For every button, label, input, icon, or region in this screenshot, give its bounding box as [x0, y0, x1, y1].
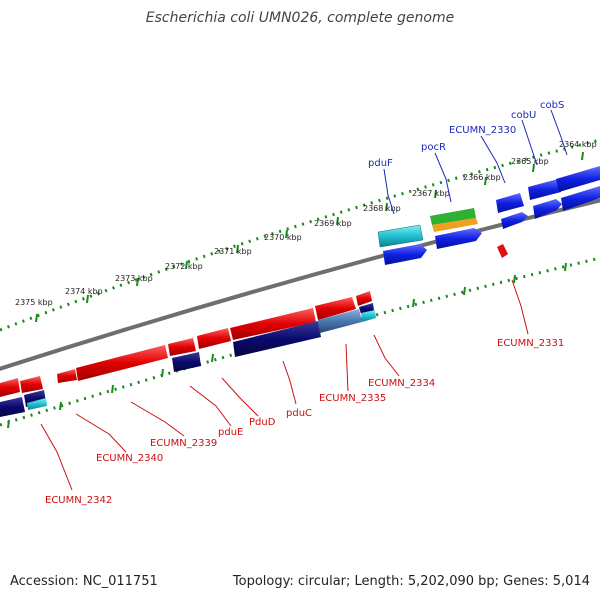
pduD-cds	[168, 338, 196, 356]
pduF-cds	[383, 244, 427, 265]
gene-label-pocR: pocR	[421, 142, 446, 153]
scale-label: 2370 kbp	[264, 233, 302, 242]
accession-text: Accession: NC_011751	[10, 574, 158, 589]
gene-label-cobU: cobU	[511, 110, 536, 121]
pduE-cds	[76, 345, 168, 381]
gene-label-pduC: pduC	[286, 408, 312, 419]
gene-label-ECUMN_2335: ECUMN_2335	[319, 393, 386, 404]
cyan-feature	[27, 398, 47, 410]
pocR-feature-green	[430, 208, 476, 225]
gene-label-ECUMN_2331: ECUMN_2331	[497, 338, 564, 349]
pduC-cds	[197, 328, 231, 349]
upper-scale-major-ticks	[35, 151, 584, 323]
dark-feature	[0, 397, 25, 417]
scale-label: 2365 kbp	[511, 157, 549, 166]
forward-features	[377, 166, 600, 265]
cobU-cds	[528, 179, 561, 200]
reverse-cds	[0, 378, 20, 397]
gene-label-ECUMN_2334: ECUMN_2334	[368, 378, 435, 389]
reverse-label-connectors	[40, 279, 529, 491]
pocR-cds	[435, 228, 482, 249]
scale-labels: 2364 kbp 2365 kbp 2366 kbp 2367 kbp 2368…	[15, 140, 597, 307]
scale-label: 2364 kbp	[559, 140, 597, 149]
gene-label-ECUMN_2342: ECUMN_2342	[45, 495, 112, 506]
ECUMN_2334-cyan	[361, 310, 376, 322]
forward-gene-labels: pduF pocR ECUMN_2330 cobU cobS	[368, 100, 564, 169]
scale-label: 2368 kbp	[363, 204, 401, 213]
forward-label-connectors	[383, 109, 568, 215]
reverse-features	[0, 291, 376, 417]
cobS-cds-2	[561, 186, 600, 211]
pduE-dark	[172, 352, 201, 372]
gene-label-ECUMN_2340: ECUMN_2340	[96, 453, 163, 464]
scale-label: 2369 kbp	[314, 219, 352, 228]
scale-label: 2375 kbp	[15, 298, 53, 307]
ECUMN_2330-cds	[496, 193, 524, 213]
scale-label: 2374 kbp	[65, 287, 103, 296]
topology-text: Topology: circular; Length: 5,202,090 bp…	[232, 574, 590, 589]
reverse-cds	[20, 376, 43, 393]
scale-label: 2372 kbp	[165, 262, 203, 271]
ECUMN_2335-steel	[318, 309, 362, 333]
gene-label-ECUMN_2330: ECUMN_2330	[449, 125, 516, 136]
ECUMN_2331-feature	[497, 244, 508, 258]
cobU-cds-2	[533, 199, 562, 219]
reverse-gene-labels: ECUMN_2331 ECUMN_2334 ECUMN_2335 pduC Pd…	[45, 338, 564, 506]
ECUMN_2335-cds	[315, 297, 356, 320]
scale-label: 2367 kbp	[412, 189, 450, 198]
pduC-cds-2	[230, 308, 316, 340]
gene-label-ECUMN_2339: ECUMN_2339	[150, 438, 217, 449]
ECUMN_2334-cds	[356, 291, 372, 306]
pduC-dark	[233, 321, 321, 357]
pduF-feature	[377, 224, 424, 248]
ECUMN_2330-cds-2	[501, 212, 528, 229]
map-title: Escherichia coli UMN026, complete genome	[145, 10, 455, 26]
scale-label: 2371 kbp	[214, 247, 252, 256]
cobS-cds	[556, 166, 600, 192]
pocR-feature-orange	[432, 218, 478, 232]
gene-label-PduD: PduD	[249, 417, 276, 428]
scale-label: 2373 kbp	[115, 274, 153, 283]
reverse-cds	[57, 369, 77, 383]
gene-label-pduF: pduF	[368, 158, 393, 169]
gene-label-pduE: pduE	[218, 427, 243, 438]
scale-label: 2366 kbp	[463, 173, 501, 182]
gene-label-cobS: cobS	[540, 100, 564, 111]
